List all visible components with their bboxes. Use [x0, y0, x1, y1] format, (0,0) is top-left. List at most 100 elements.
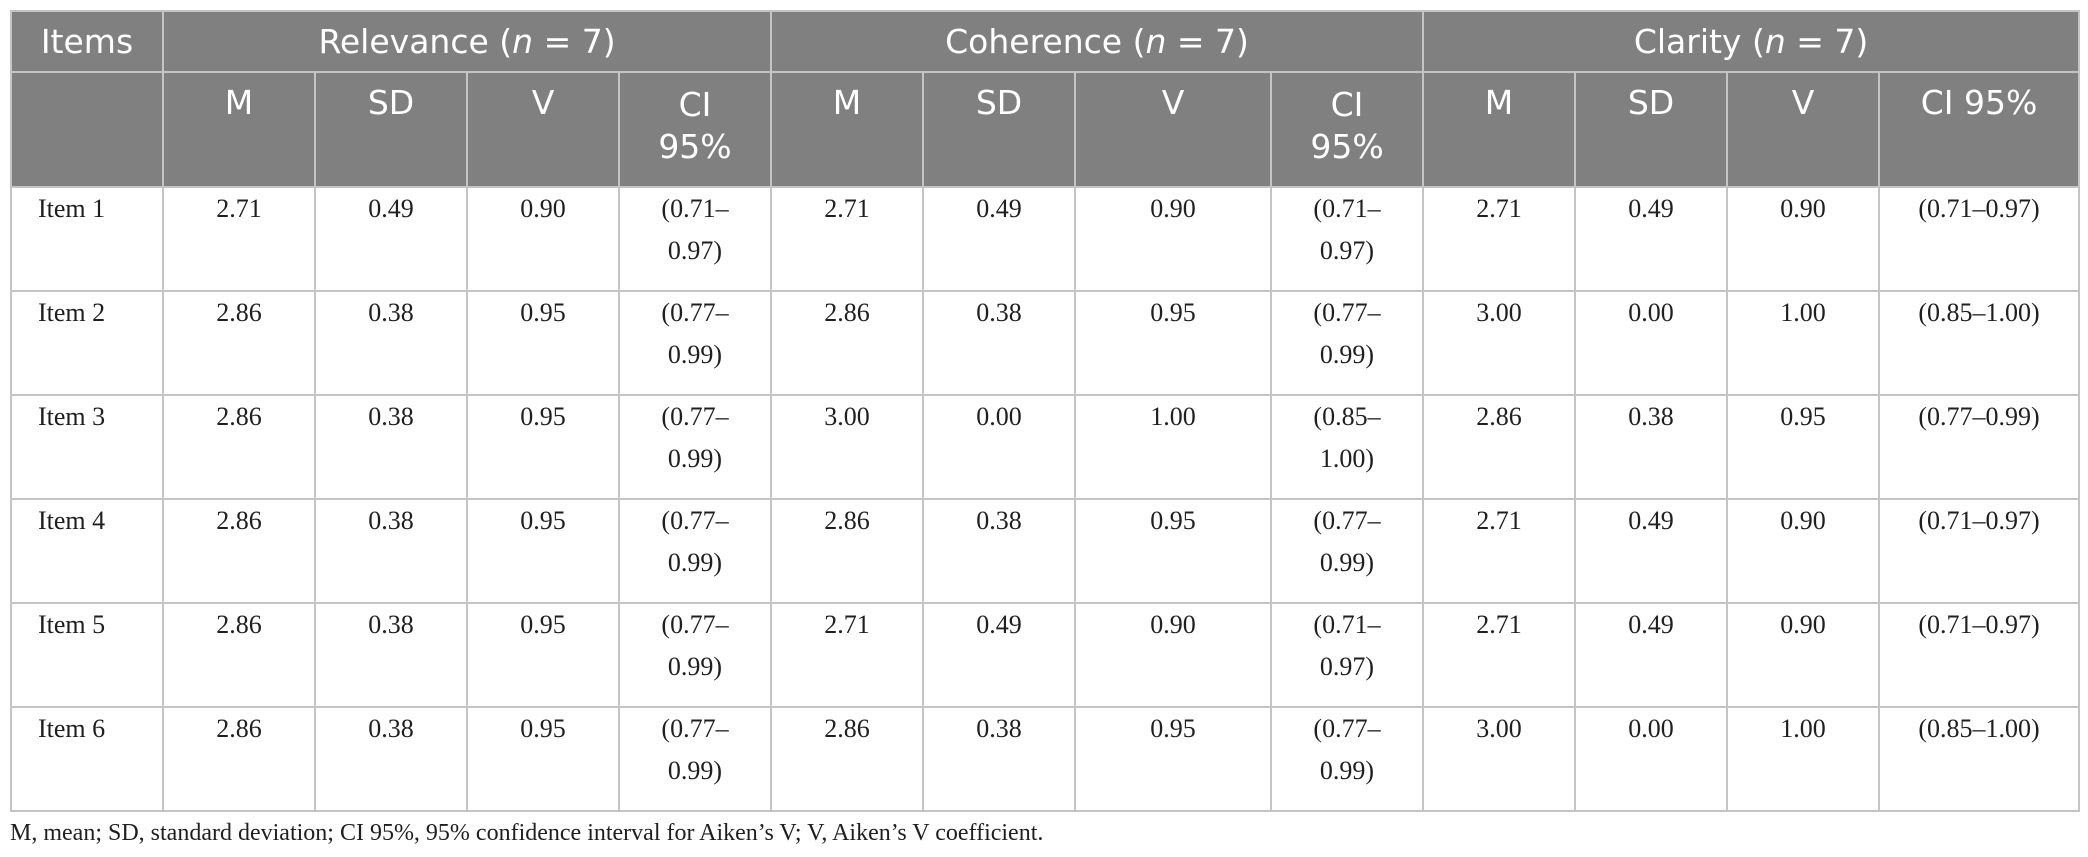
relevance-sd: 0.38: [314, 706, 468, 812]
clarity-v: 1.00: [1726, 290, 1881, 396]
relevance-m: 2.86: [162, 706, 316, 812]
table-row: Item 6 2.86 0.38 0.95 (0.77–0.99) 2.86 0…: [10, 706, 2081, 812]
clarity-sd: 0.49: [1574, 498, 1729, 604]
subheader-clarity-ci: CI 95%: [1878, 71, 2081, 188]
clarity-v: 1.00: [1726, 706, 1881, 812]
group-header-clarity: Clarity (n = 7): [1422, 10, 2081, 73]
relevance-sd: 0.38: [314, 602, 468, 708]
subheader-coherence-m: M: [770, 71, 925, 188]
ci-value: (0.71–0.97): [1313, 194, 1381, 265]
relevance-v: 0.95: [466, 290, 620, 396]
subheader-clarity-sd: SD: [1574, 71, 1729, 188]
subheader-relevance-m: M: [162, 71, 316, 188]
clarity-ci: (0.71–0.97): [1878, 186, 2081, 292]
clarity-sd: 0.49: [1574, 602, 1729, 708]
ci-value: (0.71–0.97): [661, 194, 729, 265]
relevance-v: 0.95: [466, 394, 620, 500]
coherence-v: 0.95: [1074, 498, 1273, 604]
relevance-sd: 0.38: [314, 394, 468, 500]
table-row: Item 3 2.86 0.38 0.95 (0.77–0.99) 3.00 0…: [10, 394, 2081, 500]
item-label: Item 3: [10, 394, 164, 500]
ci-value: (0.77–0.99): [1313, 714, 1381, 785]
ci-value: (0.77–0.99): [1313, 298, 1381, 369]
data-table: Items Relevance (n = 7) Coherence (n = 7…: [10, 10, 2081, 812]
subheader-coherence-v: V: [1074, 71, 1273, 188]
item-label: Item 6: [10, 706, 164, 812]
coherence-ci: (0.85–1.00): [1270, 394, 1425, 500]
relevance-v: 0.95: [466, 498, 620, 604]
item-label: Item 1: [10, 186, 164, 292]
header-sub-row: M SD V CI 95% M SD V CI 95% M SD V CI 95…: [10, 71, 2081, 188]
ci-value: (0.71–0.97): [1313, 610, 1381, 681]
relevance-sd: 0.38: [314, 290, 468, 396]
clarity-m: 2.71: [1422, 498, 1577, 604]
subheader-clarity-v: V: [1726, 71, 1881, 188]
clarity-m: 2.86: [1422, 394, 1577, 500]
item-label: Item 4: [10, 498, 164, 604]
coherence-v: 0.90: [1074, 186, 1273, 292]
relevance-ci: (0.77–0.99): [617, 498, 773, 604]
clarity-m: 2.71: [1422, 602, 1577, 708]
coherence-v: 0.95: [1074, 706, 1273, 812]
clarity-v: 0.95: [1726, 394, 1881, 500]
table-row: Item 1 2.71 0.49 0.90 (0.71–0.97) 2.71 0…: [10, 186, 2081, 292]
coherence-ci: (0.71–0.97): [1270, 186, 1425, 292]
coherence-v: 1.00: [1074, 394, 1273, 500]
coherence-v: 0.90: [1074, 602, 1273, 708]
coherence-m: 2.86: [770, 706, 925, 812]
coherence-ci: (0.77–0.99): [1270, 290, 1425, 396]
subheader-relevance-sd: SD: [314, 71, 468, 188]
table-row: Item 5 2.86 0.38 0.95 (0.77–0.99) 2.71 0…: [10, 602, 2081, 708]
group-header-relevance: Relevance (n = 7): [161, 10, 773, 73]
subheader-coherence-ci: CI 95%: [1270, 71, 1425, 188]
coherence-sd: 0.38: [922, 290, 1077, 396]
subheader-ci-label: CI 95%: [1310, 85, 1384, 166]
group-header-n-suffix: = 7): [533, 21, 616, 61]
relevance-ci: (0.77–0.99): [617, 706, 773, 812]
table-body: Item 1 2.71 0.49 0.90 (0.71–0.97) 2.71 0…: [10, 186, 2081, 812]
ci-value: (0.77–0.99): [661, 610, 729, 681]
clarity-m: 2.71: [1422, 186, 1577, 292]
relevance-sd: 0.49: [314, 186, 468, 292]
relevance-ci: (0.77–0.99): [617, 394, 773, 500]
coherence-m: 2.86: [770, 290, 925, 396]
relevance-m: 2.86: [162, 290, 316, 396]
clarity-ci: (0.71–0.97): [1878, 602, 2081, 708]
coherence-m: 2.71: [770, 602, 925, 708]
subheader-relevance-ci: CI 95%: [617, 71, 773, 188]
table-row: Item 4 2.86 0.38 0.95 (0.77–0.99) 2.86 0…: [10, 498, 2081, 604]
subheader-clarity-m: M: [1422, 71, 1577, 188]
items-subheader-blank: [10, 71, 164, 188]
group-header-n-prefix: (: [499, 21, 513, 61]
clarity-ci: (0.85–1.00): [1878, 706, 2081, 812]
coherence-v: 0.95: [1074, 290, 1273, 396]
group-header-n-suffix: = 7): [1166, 21, 1249, 61]
ci-value: (0.77–0.99): [1313, 506, 1381, 577]
clarity-ci: (0.85–1.00): [1878, 290, 2081, 396]
clarity-sd: 0.38: [1574, 394, 1729, 500]
group-header-n: n: [1145, 21, 1167, 61]
subheader-coherence-sd: SD: [922, 71, 1077, 188]
relevance-sd: 0.38: [314, 498, 468, 604]
group-header-coherence: Coherence (n = 7): [770, 10, 1425, 73]
clarity-sd: 0.00: [1574, 290, 1729, 396]
relevance-ci: (0.77–0.99): [617, 290, 773, 396]
coherence-sd: 0.38: [922, 706, 1077, 812]
clarity-ci: (0.77–0.99): [1878, 394, 2081, 500]
ci-value: (0.77–0.99): [661, 506, 729, 577]
table-footnote: M, mean; SD, standard deviation; CI 95%,…: [10, 820, 1044, 846]
relevance-m: 2.86: [162, 602, 316, 708]
clarity-v: 0.90: [1726, 602, 1881, 708]
coherence-sd: 0.49: [922, 602, 1077, 708]
coherence-sd: 0.38: [922, 498, 1077, 604]
clarity-v: 0.90: [1726, 498, 1881, 604]
relevance-ci: (0.77–0.99): [617, 602, 773, 708]
group-header-n-suffix: = 7): [1785, 21, 1869, 61]
group-header-n-prefix: (: [1132, 21, 1146, 61]
table-header: Items Relevance (n = 7) Coherence (n = 7…: [10, 10, 2081, 188]
coherence-ci: (0.77–0.99): [1270, 498, 1425, 604]
coherence-m: 2.71: [770, 186, 925, 292]
ci-value: (0.77–0.99): [661, 402, 729, 473]
clarity-ci: (0.71–0.97): [1878, 498, 2081, 604]
clarity-m: 3.00: [1422, 706, 1577, 812]
